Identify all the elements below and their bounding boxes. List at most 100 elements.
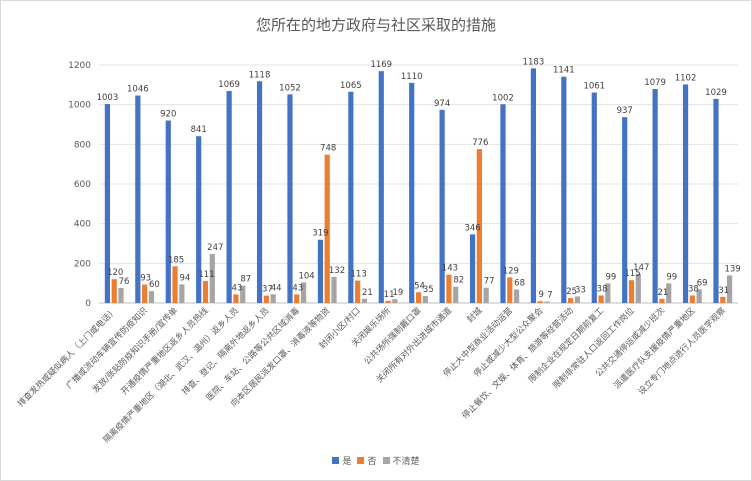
legend-swatch [332, 457, 340, 464]
bar-unsure [605, 283, 611, 303]
bar-yes [591, 92, 597, 304]
bar-unsure [118, 287, 124, 303]
data-label: 147 [633, 263, 649, 273]
x-axis-labels: 排查发热或疑似病人（上门或电话）广播或流动车辆宣传防疫知识发放/张贴防疫知识手册… [15, 305, 728, 445]
bar-unsure [726, 275, 733, 303]
bar-unsure [209, 254, 215, 303]
data-label: 99 [666, 272, 677, 282]
data-label: 1046 [127, 85, 149, 95]
bar-no [202, 280, 209, 303]
bar-no [111, 279, 117, 303]
bar-no [476, 149, 482, 303]
bar-yes [317, 239, 324, 303]
data-label: 43 [292, 283, 303, 293]
bar-no [415, 292, 422, 303]
data-label: 82 [453, 276, 464, 286]
data-label: 1102 [675, 73, 697, 83]
data-label: 185 [168, 255, 184, 265]
data-label: 346 [464, 223, 480, 233]
data-label: 9 [539, 290, 544, 300]
data-label: 31 [718, 286, 729, 296]
legend-label: 是 [342, 457, 352, 467]
bar-no [537, 301, 543, 303]
bar-unsure [422, 296, 428, 303]
bar-unsure [483, 287, 489, 303]
bar-yes [561, 76, 567, 304]
bar-yes [104, 104, 111, 304]
y-tick-label: 600 [74, 180, 91, 190]
bar-unsure [513, 289, 520, 303]
data-label: 937 [617, 106, 633, 116]
data-label: 38 [597, 284, 608, 294]
data-label: 11 [384, 290, 395, 300]
bar-yes [256, 81, 263, 303]
data-label: 21 [658, 288, 669, 298]
bar-no [385, 300, 391, 303]
bar-unsure [392, 299, 398, 303]
data-label: 99 [605, 272, 616, 282]
bar-unsure [270, 294, 276, 303]
data-label: 120 [107, 268, 123, 278]
bar-yes [409, 82, 415, 303]
data-label: 25 [566, 287, 577, 297]
data-label: 143 [442, 264, 458, 274]
bar-no [294, 294, 300, 303]
y-tick-label: 800 [74, 140, 91, 150]
bar-unsure [453, 286, 459, 303]
legend-item: 否 [357, 454, 377, 467]
data-label: 43 [232, 283, 243, 293]
data-label: 87 [240, 275, 251, 285]
data-label: 319 [312, 229, 328, 239]
bar-yes [652, 88, 658, 303]
data-label: 38 [688, 284, 699, 294]
bar-no [689, 295, 695, 303]
bar-yes [226, 90, 232, 304]
data-label: 1183 [523, 57, 545, 67]
bar-unsure [635, 273, 641, 303]
bar-yes [500, 104, 506, 304]
data-label: 76 [119, 277, 130, 287]
data-label: 1003 [97, 93, 119, 103]
bar-no [628, 280, 635, 303]
bar-yes [682, 84, 689, 303]
bar-no [568, 298, 574, 303]
data-label: 94 [179, 273, 190, 283]
bar-no [142, 284, 148, 303]
data-label: 104 [298, 271, 314, 281]
y-tick-label: 1000 [68, 101, 91, 111]
data-label: 1061 [583, 82, 605, 92]
data-label: 19 [392, 288, 403, 298]
data-label: 1141 [553, 66, 575, 76]
bar-yes [378, 71, 384, 303]
data-label: 69 [697, 278, 708, 288]
y-tick-label: 0 [85, 299, 91, 309]
data-label: 1002 [492, 93, 514, 103]
bar-no [233, 294, 239, 303]
data-label: 111 [198, 270, 214, 280]
data-label: 1052 [279, 83, 301, 93]
bar-yes [622, 117, 628, 303]
legend-label: 不清楚 [392, 457, 420, 467]
data-label: 93 [140, 274, 151, 284]
data-label: 1079 [644, 78, 666, 88]
data-label: 776 [472, 138, 488, 148]
data-label: 7 [547, 291, 552, 301]
y-tick-label: 200 [74, 259, 91, 269]
data-label: 247 [207, 243, 223, 253]
data-label: 60 [149, 280, 160, 290]
data-label: 1110 [401, 72, 423, 82]
bar-unsure [696, 289, 702, 303]
data-label: 44 [271, 283, 282, 293]
data-label: 1065 [340, 81, 362, 91]
legend-swatch [382, 457, 390, 464]
bar-no [659, 298, 665, 303]
bar-unsure [300, 282, 307, 303]
legend: 是 否 不清楚 [0, 454, 752, 467]
bar-yes [348, 91, 354, 304]
bar-no [598, 295, 604, 303]
data-label: 1029 [705, 88, 727, 98]
data-label: 113 [351, 270, 367, 280]
data-label: 54 [414, 281, 425, 291]
